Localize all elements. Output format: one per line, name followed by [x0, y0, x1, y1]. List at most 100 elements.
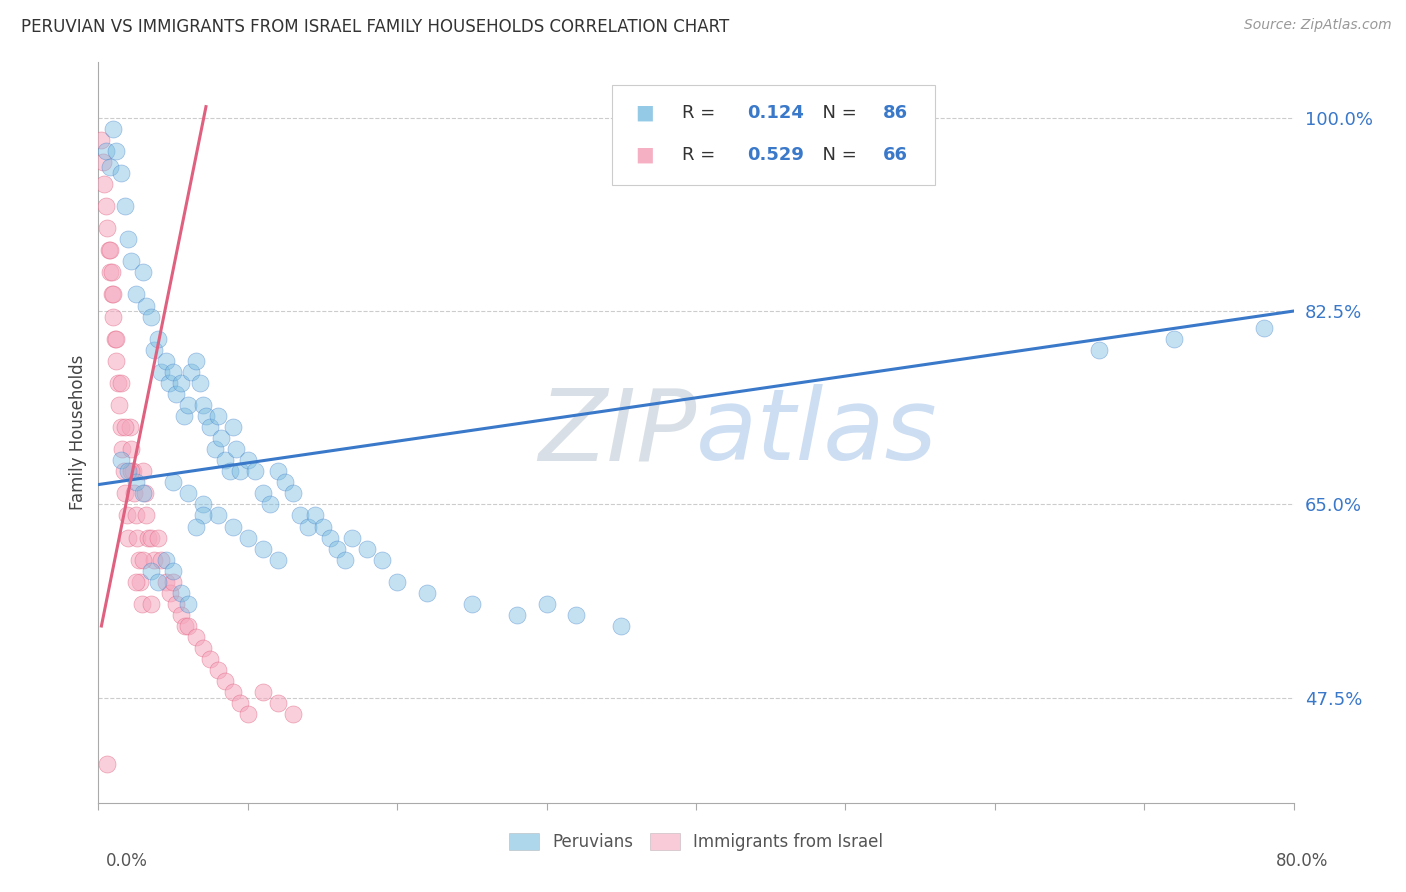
Point [98, 161, 122, 175]
Point [93, 177, 115, 191]
Point [97, 244, 120, 258]
Text: Source: ZipAtlas.com: Source: ZipAtlas.com [1244, 18, 1392, 32]
Point [1088, 343, 1111, 357]
Point [204, 442, 226, 457]
Point [150, 365, 173, 379]
Point [105, 353, 128, 368]
Point [104, 332, 127, 346]
Point [177, 597, 200, 611]
Point [125, 574, 148, 589]
Point [252, 541, 274, 556]
Point [191, 641, 214, 656]
Point [132, 552, 155, 566]
Point [236, 453, 259, 467]
Point [155, 574, 177, 589]
Point [304, 508, 326, 523]
Point [139, 531, 162, 545]
Point [191, 398, 214, 412]
Point [135, 508, 157, 523]
Point [281, 486, 304, 500]
Point [101, 287, 124, 301]
Point [267, 697, 290, 711]
Point [110, 166, 132, 180]
Point [155, 552, 177, 566]
Point [174, 619, 197, 633]
Point [184, 353, 207, 368]
Point [288, 508, 311, 523]
Point [142, 552, 165, 566]
Point [157, 376, 180, 390]
Point [124, 486, 146, 500]
Point [252, 685, 274, 699]
Point [117, 464, 139, 478]
Point [169, 586, 191, 600]
Point [219, 464, 242, 478]
Point [177, 486, 200, 500]
Point [191, 508, 214, 523]
Point [165, 387, 187, 401]
Point [225, 442, 247, 457]
Point [139, 597, 162, 611]
Point [127, 531, 149, 545]
Point [207, 409, 229, 423]
Point [385, 574, 409, 589]
Point [536, 597, 558, 611]
Point [169, 607, 191, 622]
Point [333, 552, 356, 566]
Point [184, 519, 207, 533]
Point [177, 619, 200, 633]
Point [162, 574, 184, 589]
Text: 0.529: 0.529 [748, 146, 804, 164]
Text: PERUVIAN VS IMMIGRANTS FROM ISRAEL FAMILY HOUSEHOLDS CORRELATION CHART: PERUVIAN VS IMMIGRANTS FROM ISRAEL FAMIL… [21, 18, 730, 36]
Point [229, 697, 252, 711]
Point [311, 519, 333, 533]
Point [252, 486, 274, 500]
Point [108, 398, 131, 412]
Point [121, 464, 143, 478]
Point [105, 332, 128, 346]
Point [112, 464, 135, 478]
Point [281, 707, 304, 722]
Point [173, 409, 195, 423]
Point [200, 652, 222, 666]
Point [155, 353, 177, 368]
Point [207, 508, 229, 523]
Point [103, 121, 125, 136]
Point [125, 287, 148, 301]
Point [148, 332, 170, 346]
Text: N =: N = [811, 146, 862, 164]
Point [120, 442, 142, 457]
Point [162, 475, 184, 490]
Text: ▪: ▪ [634, 140, 654, 169]
Point [610, 619, 633, 633]
Text: R =: R = [682, 146, 721, 164]
Point [131, 597, 153, 611]
Text: ▪: ▪ [634, 98, 654, 128]
Point [118, 420, 141, 434]
Point [114, 486, 136, 500]
Point [150, 552, 173, 566]
Point [105, 144, 128, 158]
Point [209, 431, 232, 445]
Point [200, 420, 222, 434]
Point [222, 685, 245, 699]
Text: N =: N = [811, 103, 862, 122]
Point [297, 519, 319, 533]
Point [135, 299, 157, 313]
Point [94, 199, 117, 213]
Text: 0.0%: 0.0% [105, 852, 148, 870]
Point [115, 508, 138, 523]
Point [132, 265, 155, 279]
Point [184, 630, 207, 644]
Point [114, 420, 136, 434]
Point [94, 144, 117, 158]
Point [195, 409, 218, 423]
Point [229, 464, 252, 478]
Text: R =: R = [682, 103, 721, 122]
Point [148, 531, 170, 545]
Point [120, 254, 142, 268]
Point [222, 420, 245, 434]
Point [416, 586, 439, 600]
Point [162, 365, 184, 379]
Point [207, 663, 229, 677]
